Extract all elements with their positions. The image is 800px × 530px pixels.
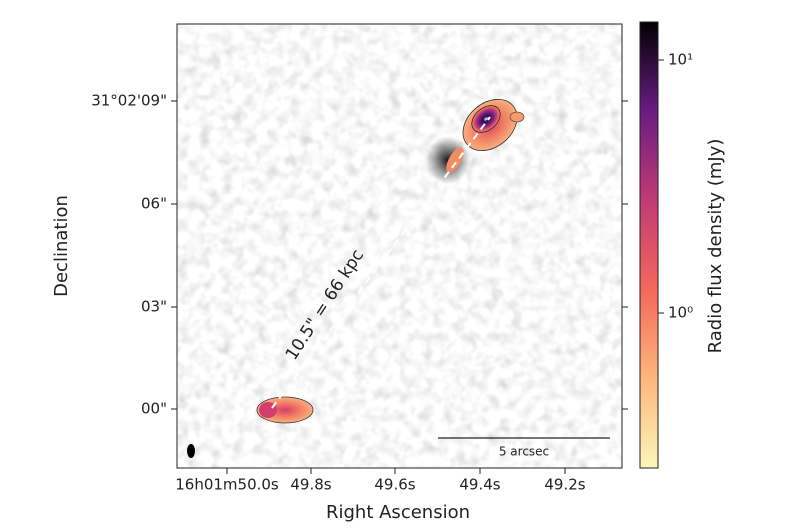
y-ticks <box>171 100 628 410</box>
colorbar-tick-label: 10¹ <box>668 51 693 69</box>
y-axis-label: Declination <box>51 195 72 297</box>
colorbar-tick-label: 10⁰ <box>668 304 693 322</box>
y-tick-label: 06" <box>141 195 167 213</box>
x-ticks <box>226 468 566 474</box>
x-tick-label: 49.6s <box>374 476 415 494</box>
y-tick-label: 00" <box>141 400 167 418</box>
sky-image <box>177 24 622 468</box>
x-tick-label: 49.2s <box>544 476 585 494</box>
x-axis-label: Right Ascension <box>326 502 470 523</box>
y-tick-label: 31°02'09" <box>91 92 167 110</box>
colorbar-label: Radio flux density (mJy) <box>705 139 726 354</box>
y-tick-label: 03" <box>141 298 167 316</box>
scale-bar-label: 5 arcsec <box>499 445 549 459</box>
x-tick-label: 49.8s <box>290 476 331 494</box>
x-tick-label: 16h01m50.0s <box>175 476 279 494</box>
colorbar <box>639 21 659 469</box>
x-tick-label: 49.4s <box>459 476 500 494</box>
